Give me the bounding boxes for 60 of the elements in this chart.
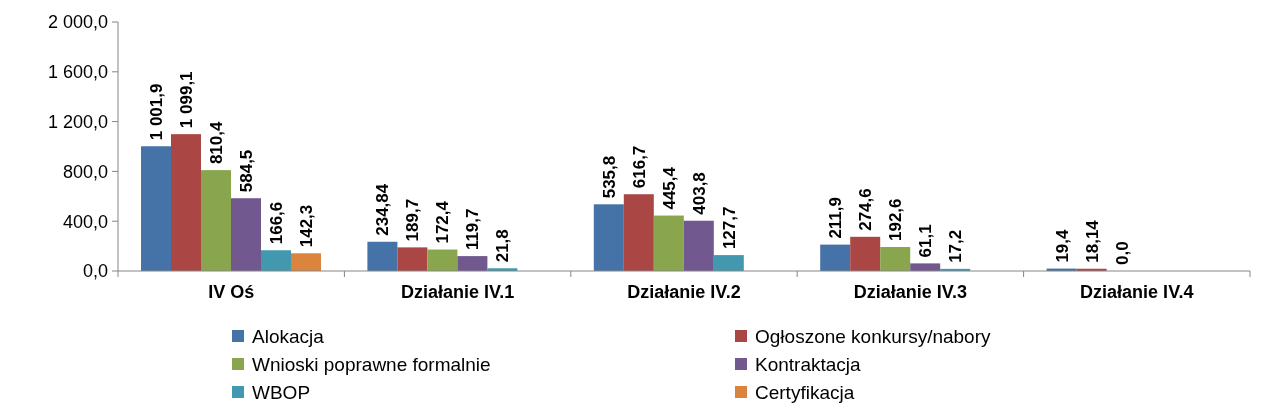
- data-label: 17,2: [946, 229, 966, 263]
- data-label: 1 001,9: [147, 83, 166, 141]
- bar: [850, 236, 881, 271]
- bar: [713, 255, 744, 271]
- bar: [397, 247, 428, 271]
- legend-label: Kontraktacja: [755, 353, 862, 375]
- y-tick-label: 2 000,0: [47, 12, 108, 33]
- y-tick-label: 1 600,0: [47, 62, 108, 83]
- bar: [231, 198, 261, 271]
- x-tick-label: IV Oś: [208, 282, 255, 302]
- data-label: 584,5: [237, 149, 256, 193]
- bar: [820, 244, 851, 271]
- bar: [427, 249, 458, 271]
- y-tick-label: 1 200,0: [47, 111, 108, 132]
- bar: [653, 215, 684, 271]
- data-label: 810,4: [207, 121, 226, 165]
- bar: [201, 170, 231, 271]
- data-label: 0,0: [1112, 241, 1132, 265]
- data-label: 1 099,1: [177, 71, 196, 129]
- bar: [910, 263, 941, 271]
- legend-label: Wnioski poprawne formalnie: [252, 353, 491, 375]
- bar: [291, 253, 321, 271]
- data-label: 19,4: [1052, 228, 1072, 263]
- bar: [367, 241, 398, 271]
- data-label: 142,3: [297, 204, 316, 248]
- legend-label: WBOP: [252, 381, 311, 403]
- legend-label: Alokacja: [252, 325, 325, 347]
- bar: [683, 220, 714, 271]
- bar: [457, 256, 488, 271]
- data-label: 189,7: [403, 198, 423, 242]
- data-label: 21,8: [493, 229, 513, 263]
- data-label: 192,6: [886, 198, 906, 242]
- y-tick-label: 0,0: [82, 261, 108, 282]
- data-label: 445,4: [659, 166, 679, 210]
- data-label: 211,9: [826, 197, 846, 239]
- data-label: 274,6: [856, 188, 876, 231]
- bar: [171, 134, 201, 271]
- y-tick-label: 400,0: [62, 211, 108, 232]
- x-tick-label: Działanie IV.2: [627, 282, 741, 302]
- data-label: 234,84: [373, 183, 393, 236]
- bar: [593, 204, 624, 271]
- data-label: 127,7: [719, 206, 739, 250]
- data-label: 535,8: [599, 155, 619, 199]
- x-tick-label: Działanie IV.3: [853, 282, 968, 302]
- legend-label: Ogłoszone konkursy/nabory: [755, 325, 992, 347]
- data-label: 61,1: [916, 224, 936, 258]
- bar: [261, 250, 291, 271]
- x-tick-label: Działanie IV.1: [400, 282, 515, 302]
- data-label: 166,6: [267, 201, 286, 245]
- bar: [141, 146, 171, 271]
- data-label: 119,7: [463, 208, 483, 251]
- data-label: 18,14: [1082, 219, 1102, 263]
- data-label: 172,4: [433, 200, 453, 244]
- bar: [623, 194, 654, 271]
- bar: [880, 247, 911, 271]
- y-tick-label: 800,0: [62, 161, 108, 182]
- data-label: 616,7: [629, 145, 649, 189]
- legend-label: Certyfikacja: [755, 381, 855, 403]
- data-label: 403,8: [689, 172, 709, 215]
- x-tick-label: Działanie IV.4: [1080, 282, 1194, 302]
